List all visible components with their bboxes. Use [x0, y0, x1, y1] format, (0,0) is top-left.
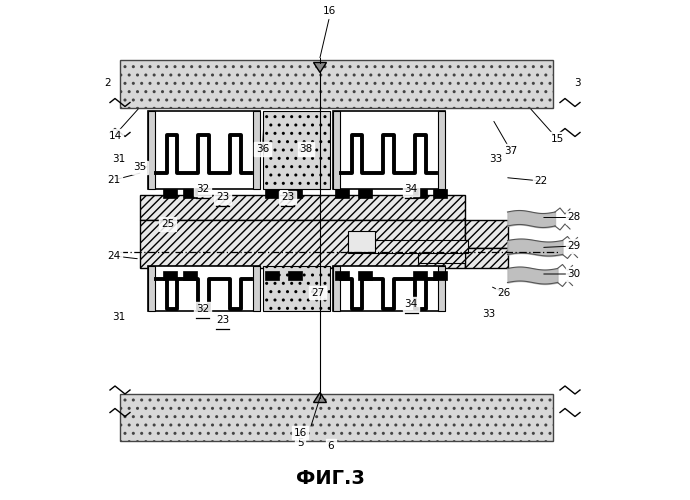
- Bar: [262, 112, 330, 189]
- Bar: [148, 112, 260, 189]
- Bar: [253, 112, 260, 189]
- Text: 32: 32: [196, 184, 209, 194]
- Text: 21: 21: [108, 175, 121, 185]
- Text: 5: 5: [297, 438, 304, 448]
- Text: 33: 33: [489, 154, 502, 164]
- Text: 29: 29: [567, 241, 580, 251]
- Text: 15: 15: [551, 134, 564, 144]
- Bar: [333, 112, 445, 189]
- Polygon shape: [313, 392, 326, 402]
- Bar: [465, 248, 508, 268]
- Text: 23: 23: [216, 192, 229, 202]
- Text: 35: 35: [133, 162, 146, 172]
- Bar: [148, 112, 155, 189]
- Text: 30: 30: [567, 269, 580, 279]
- Text: 34: 34: [404, 184, 417, 194]
- Bar: [120, 394, 553, 441]
- Bar: [182, 271, 197, 280]
- Text: 24: 24: [108, 251, 121, 261]
- Text: 28: 28: [567, 212, 580, 222]
- Bar: [333, 266, 445, 311]
- Bar: [140, 195, 465, 220]
- Text: 22: 22: [534, 176, 548, 186]
- Text: 32: 32: [196, 304, 209, 314]
- Text: ФИГ.3: ФИГ.3: [295, 470, 364, 488]
- Text: 14: 14: [108, 131, 121, 141]
- Text: 2: 2: [104, 78, 111, 88]
- Bar: [413, 188, 426, 198]
- Bar: [357, 271, 371, 280]
- Bar: [348, 232, 375, 252]
- Text: 34: 34: [404, 299, 417, 309]
- Bar: [265, 271, 279, 280]
- Text: 16: 16: [322, 6, 335, 16]
- Text: 36: 36: [256, 144, 269, 154]
- Text: 38: 38: [299, 144, 313, 154]
- Text: 33: 33: [482, 309, 495, 319]
- Bar: [288, 188, 302, 198]
- Bar: [333, 266, 340, 311]
- Bar: [413, 271, 426, 280]
- Text: 6: 6: [328, 441, 335, 451]
- Text: 3: 3: [574, 78, 581, 88]
- Bar: [348, 240, 468, 252]
- Bar: [333, 112, 340, 189]
- Text: 27: 27: [311, 288, 324, 298]
- Bar: [262, 266, 330, 311]
- Text: 31: 31: [112, 312, 126, 322]
- Bar: [253, 266, 260, 311]
- Bar: [148, 266, 260, 311]
- Bar: [433, 188, 446, 198]
- Bar: [182, 188, 197, 198]
- Text: 26: 26: [497, 288, 511, 298]
- Text: 16: 16: [293, 428, 306, 438]
- Bar: [335, 188, 349, 198]
- Text: 23: 23: [281, 192, 294, 202]
- Text: 37: 37: [504, 146, 518, 156]
- Bar: [120, 60, 553, 108]
- Bar: [265, 188, 279, 198]
- Bar: [148, 266, 155, 311]
- Bar: [335, 271, 349, 280]
- Bar: [163, 271, 177, 280]
- Bar: [357, 188, 371, 198]
- Text: 23: 23: [216, 315, 229, 325]
- Bar: [288, 271, 302, 280]
- Bar: [437, 112, 445, 189]
- Bar: [417, 252, 465, 262]
- Polygon shape: [313, 62, 326, 72]
- Bar: [163, 188, 177, 198]
- Bar: [140, 220, 465, 268]
- Text: 31: 31: [112, 154, 126, 164]
- Text: 25: 25: [161, 219, 174, 229]
- Bar: [433, 271, 446, 280]
- Bar: [465, 220, 508, 248]
- Bar: [437, 266, 445, 311]
